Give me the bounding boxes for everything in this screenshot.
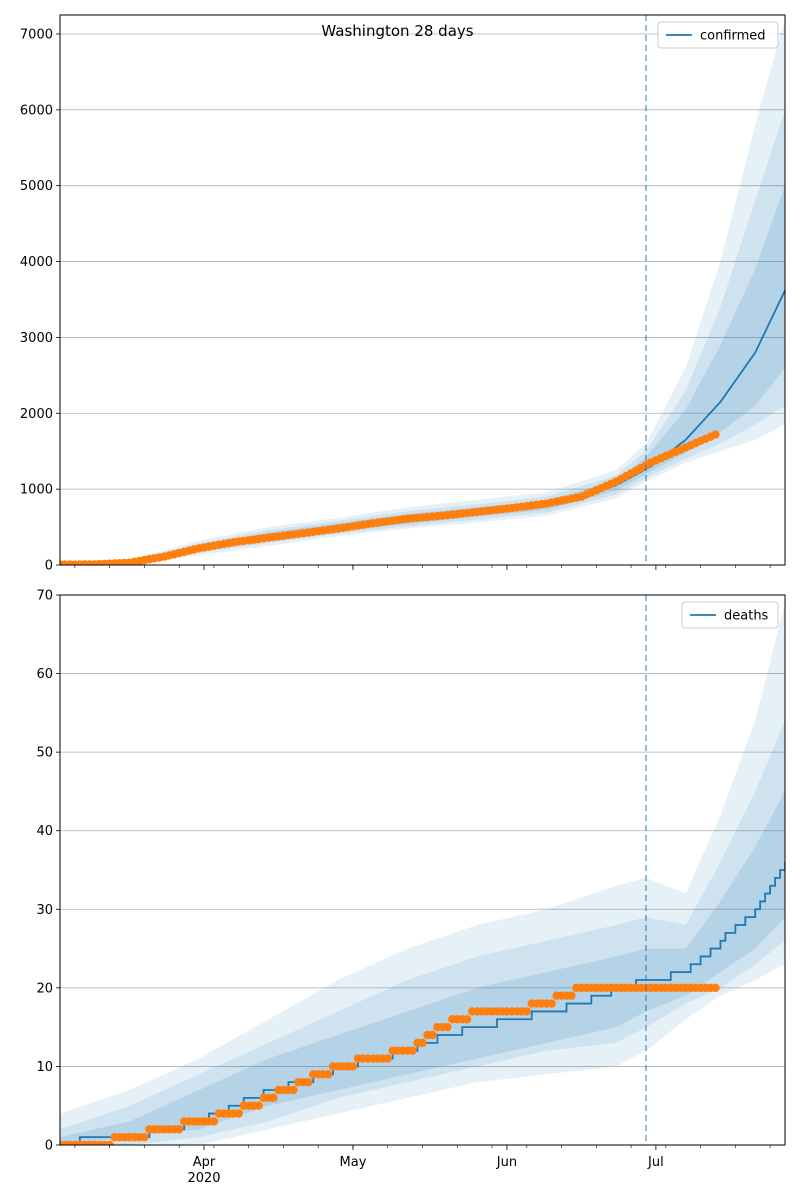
plot-area [60,602,785,1145]
observed-point [209,1117,219,1126]
y-tick-label: 6000 [20,103,53,118]
y-tick-label: 7000 [20,27,53,42]
y-tick-label: 10 [36,1060,53,1075]
observed-point [174,1125,184,1134]
y-tick-label: 4000 [20,255,53,270]
chart-title: Washington 28 days [321,22,473,40]
observed-point [567,991,576,1000]
observed-markers [60,430,720,565]
axes-frame [59,14,786,566]
confirmed-panel: 0 1000 2000 3000 4000 5000 6000 7000 Washington … [20,14,786,574]
x-tick-label: Apr [193,1155,216,1170]
y-tick-label: 5000 [20,179,53,194]
legend: deaths [681,601,779,629]
y-tick-label: 3000 [20,331,53,346]
observed-point [711,430,720,439]
legend-box [657,21,779,49]
legend: confirmed [657,21,779,49]
uncertainty-band [60,720,785,1145]
y-tick-label: 0 [45,1139,53,1154]
observed-point [462,1015,472,1024]
observed-point [408,1046,417,1055]
observed-point [289,1085,298,1095]
y-tick-label: 30 [36,903,53,918]
observed-point [711,983,720,993]
observed-point [522,1007,531,1016]
observed-point [428,1030,437,1040]
observed-point [547,999,556,1008]
x-tick-label: May [340,1155,367,1170]
legend-label: confirmed [700,29,766,44]
x-tick-label: Jul [647,1155,664,1170]
observed-point [105,1140,114,1145]
observed-point [254,1101,263,1110]
uncertainty-band [60,602,785,1145]
y-tick-label: 0 [45,559,53,574]
observed-point [234,1109,243,1118]
y-tick-label: 40 [36,824,53,839]
uncertainty-band [60,791,785,1145]
y-tick-label: 2000 [20,407,53,422]
observed-markers [60,983,720,1145]
uncertainty-band [60,18,785,565]
y-tick-label: 70 [36,589,53,604]
y-tick-label: 50 [36,746,53,761]
observed-point [304,1077,313,1087]
observed-point [443,1022,452,1032]
x-tick-label: Jun [496,1155,517,1170]
observed-point [269,1093,278,1103]
observed-point [418,1038,427,1048]
observed-point [348,1062,358,1071]
y-tick-label: 20 [36,981,53,996]
y-tick-label: 1000 [20,483,53,498]
observed-point [140,1132,149,1142]
plot-area [60,18,785,565]
y-tick-label: 60 [36,667,53,682]
legend-box [681,601,779,629]
x-tick-label: 2020 [187,1171,220,1186]
observed-point [383,1054,392,1063]
observed-point [323,1070,333,1079]
axes-frame [59,594,786,1146]
legend-label: deaths [724,609,769,624]
